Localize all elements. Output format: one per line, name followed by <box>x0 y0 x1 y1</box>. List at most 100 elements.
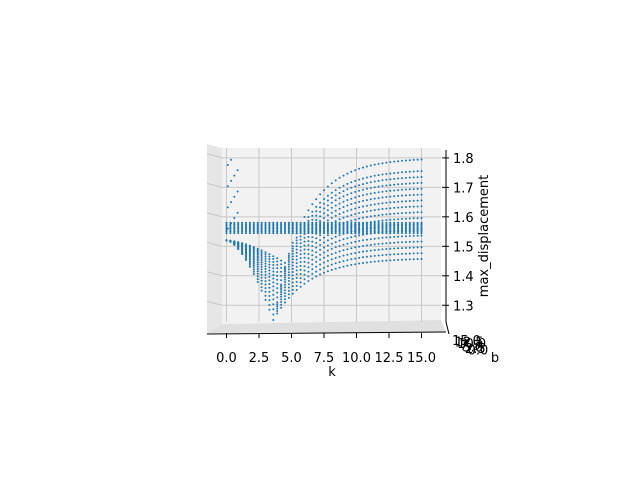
data-point <box>284 232 286 235</box>
data-point <box>420 240 423 243</box>
data-point <box>252 257 255 260</box>
data-point <box>276 232 279 235</box>
data-point <box>303 256 306 259</box>
data-point <box>416 205 419 208</box>
data-point <box>342 224 345 227</box>
data-point <box>326 199 329 202</box>
data-point <box>385 173 388 175</box>
data-point <box>420 217 423 219</box>
data-point <box>412 246 415 249</box>
data-point <box>381 229 384 232</box>
data-point <box>354 169 357 172</box>
data-point <box>299 238 302 241</box>
data-point <box>268 255 271 258</box>
data-point <box>365 182 368 185</box>
data-point <box>303 222 306 225</box>
data-point <box>319 268 322 271</box>
data-point <box>276 226 279 229</box>
data-point <box>401 200 403 203</box>
data-point <box>276 310 279 312</box>
data-point <box>280 229 283 232</box>
data-point <box>346 227 349 230</box>
data-point <box>245 223 247 226</box>
data-point <box>252 270 255 273</box>
data-point <box>420 232 423 235</box>
data-point <box>287 227 290 230</box>
data-point <box>256 272 259 275</box>
data-point <box>311 258 314 261</box>
data-point <box>291 267 294 270</box>
data-point <box>280 226 283 229</box>
data-point <box>404 182 407 185</box>
data-point <box>260 286 263 289</box>
data-point <box>381 242 384 245</box>
data-point <box>373 197 376 200</box>
data-point <box>280 303 283 306</box>
data-point <box>245 243 247 246</box>
data-point <box>260 256 263 259</box>
data-point <box>334 267 337 270</box>
data-point <box>268 263 271 266</box>
data-point <box>330 216 333 219</box>
data-point <box>346 259 349 262</box>
data-point <box>326 226 329 229</box>
data-point <box>338 266 341 269</box>
data-point <box>264 260 267 263</box>
data-point <box>245 221 247 224</box>
data-point <box>268 269 271 272</box>
x-tick-label: 12.5 <box>375 351 404 366</box>
data-point <box>373 224 376 227</box>
data-point <box>225 226 228 229</box>
data-point <box>365 223 368 226</box>
data-point <box>276 260 279 263</box>
data-point <box>342 260 345 263</box>
data-point <box>284 298 286 301</box>
data-point <box>373 180 376 183</box>
data-point <box>354 235 357 238</box>
data-point <box>260 249 263 252</box>
data-point <box>326 254 329 257</box>
data-point <box>416 199 419 202</box>
data-point <box>404 176 407 179</box>
data-point <box>408 230 411 233</box>
data-point <box>272 289 275 292</box>
data-point <box>385 227 388 230</box>
data-point <box>264 223 267 226</box>
data-point <box>385 223 388 226</box>
data-point <box>248 244 251 247</box>
data-point <box>319 258 322 261</box>
data-point <box>416 170 419 173</box>
data-point <box>377 197 380 200</box>
data-point <box>381 236 384 239</box>
data-point <box>260 230 263 233</box>
data-point <box>354 252 357 254</box>
data-point <box>369 175 372 178</box>
data-point <box>334 179 337 182</box>
data-point <box>373 223 376 226</box>
data-point <box>326 204 329 207</box>
data-point <box>342 195 345 198</box>
data-point <box>319 226 322 229</box>
data-point <box>323 226 325 229</box>
data-point <box>401 206 403 209</box>
data-point <box>299 261 302 263</box>
data-point <box>241 232 244 235</box>
data-point <box>365 221 368 224</box>
data-point <box>276 296 279 299</box>
data-point <box>412 230 415 233</box>
data-point <box>241 229 244 232</box>
data-point <box>291 232 294 235</box>
data-point <box>412 226 415 229</box>
data-point <box>369 243 372 246</box>
data-point <box>350 219 353 222</box>
z-grid-line <box>206 182 223 188</box>
data-point <box>280 227 283 230</box>
z-tick-label: 1.3 <box>453 299 474 314</box>
data-point <box>420 199 423 202</box>
data-point <box>397 206 400 209</box>
data-point <box>256 252 259 255</box>
data-point <box>264 262 267 265</box>
data-point <box>350 247 353 250</box>
data-point <box>401 183 403 185</box>
data-point <box>412 158 415 161</box>
